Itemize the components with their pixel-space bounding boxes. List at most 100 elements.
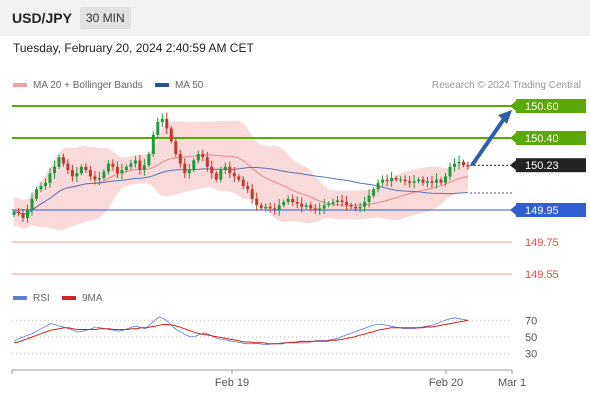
candle-body — [313, 208, 317, 210]
level-label-5: 149.55 — [525, 269, 559, 281]
candle-body — [53, 166, 56, 174]
candle-body — [17, 211, 20, 214]
candle-body — [70, 170, 74, 177]
candle-body — [183, 163, 187, 174]
candle-body — [228, 166, 232, 174]
candle-body — [435, 179, 438, 183]
candle-body — [421, 179, 425, 183]
legend-ma20: MA 20 + Bollinger Bands — [13, 80, 143, 91]
ma50-line — [13, 166, 469, 215]
candle-body — [408, 181, 412, 183]
candles — [12, 112, 470, 223]
header-bar: USD/JPY 30 MIN — [0, 0, 590, 36]
candle-body — [138, 160, 142, 170]
candle-body — [277, 205, 281, 210]
candle-body — [106, 163, 110, 172]
candle-body — [142, 165, 146, 170]
candle-body — [133, 160, 137, 164]
ma20-swatch — [13, 83, 27, 88]
candle-body — [466, 165, 470, 167]
candle-body — [97, 178, 101, 180]
candle-body — [151, 134, 155, 154]
candle-body — [376, 182, 380, 190]
legend-rsi-label: RSI — [33, 293, 50, 304]
candle-body — [30, 198, 34, 210]
candle-body — [457, 162, 461, 164]
candle-body — [318, 208, 322, 210]
candle-body — [187, 170, 191, 174]
bollinger-bands — [14, 120, 468, 231]
candle-body — [124, 166, 128, 170]
candle-body — [268, 206, 272, 209]
candle-body — [372, 189, 376, 196]
legend-ma50: MA 50 — [155, 80, 203, 91]
candle-body — [66, 163, 70, 170]
candle-body — [426, 181, 429, 183]
candle-body — [385, 179, 389, 182]
candle-body — [237, 176, 241, 180]
timeframe-button[interactable]: 30 MIN — [80, 7, 131, 29]
candle-body — [44, 182, 47, 186]
level-badge-arrow-1 — [510, 133, 516, 143]
candle-body — [448, 166, 452, 177]
candle-body — [196, 154, 200, 161]
forecast-arrow-shaft — [470, 114, 508, 167]
candle-body — [102, 171, 106, 178]
level-label-3: 149.95 — [525, 205, 559, 217]
rsi-tick-1: 50 — [525, 332, 537, 344]
candle-body — [79, 166, 83, 174]
candle-body — [26, 210, 29, 218]
candle-body — [255, 198, 259, 206]
candle-body — [412, 181, 416, 183]
candle-body — [169, 128, 173, 142]
candle-body — [390, 178, 394, 182]
candle-body — [246, 186, 250, 190]
candle-body — [115, 166, 119, 174]
ma9-swatch — [62, 296, 76, 301]
candle-body — [291, 198, 295, 202]
candle-body — [35, 189, 38, 199]
candle-body — [340, 200, 344, 202]
level-label-2: 150.23 — [525, 160, 559, 172]
candle-body — [111, 163, 115, 167]
legend-9ma-label: 9MA — [82, 293, 103, 304]
candle-body — [174, 141, 178, 154]
legend-rsi: RSI — [13, 293, 50, 304]
copyright: Research © 2024 Trading Central — [431, 80, 581, 91]
rsi-9ma-line — [13, 319, 469, 345]
candle-body — [309, 205, 313, 209]
candle-body — [165, 118, 169, 129]
candle-body — [286, 198, 290, 202]
candle-body — [304, 205, 308, 207]
legend-ma20-label: MA 20 + Bollinger Bands — [33, 80, 143, 91]
candle-body — [88, 170, 92, 177]
candle-body — [160, 118, 164, 122]
candle-body — [394, 178, 398, 180]
x-label-2: Mar 1 — [498, 377, 526, 389]
ma50-swatch — [155, 83, 169, 88]
rsi-tick-0: 70 — [525, 315, 537, 327]
legend-ma50-label: MA 50 — [175, 80, 204, 91]
candle-body — [48, 173, 52, 183]
candle-body — [75, 173, 79, 177]
currency-pair: USD/JPY — [12, 10, 72, 26]
candle-body — [178, 154, 182, 164]
level-label-4: 149.75 — [525, 237, 559, 249]
legend-9ma: 9MA — [62, 293, 103, 304]
candle-body — [61, 157, 65, 164]
candle-body — [192, 160, 196, 170]
candle-body — [399, 179, 403, 181]
candle-body — [295, 202, 299, 204]
level-badge-arrow-3 — [510, 205, 516, 215]
candle-body — [336, 200, 340, 202]
rsi-tick-2: 30 — [525, 349, 537, 361]
level-badge-arrow-0 — [510, 101, 516, 111]
candle-body — [210, 166, 214, 174]
candle-body — [417, 179, 421, 182]
candle-body — [93, 176, 97, 180]
candle-body — [156, 122, 160, 135]
candle-body — [322, 205, 326, 209]
candle-body — [147, 154, 151, 166]
level-badge-3 — [516, 203, 586, 217]
